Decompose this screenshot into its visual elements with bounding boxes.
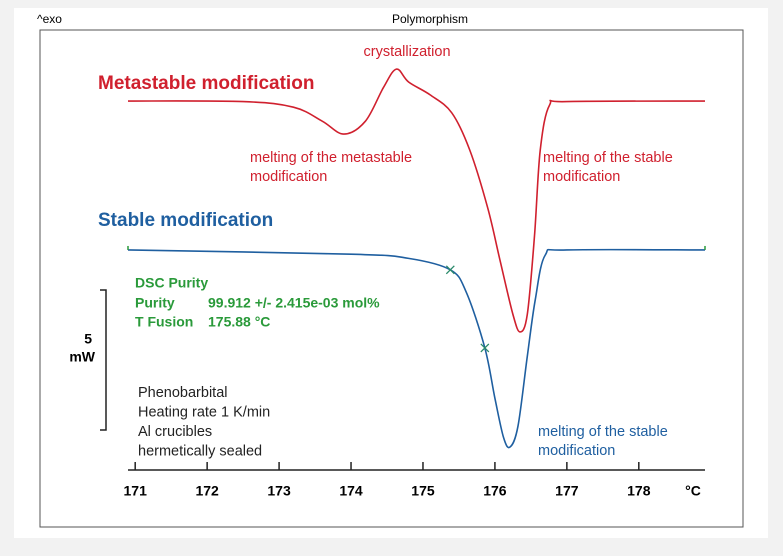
x-tick-label: 174 xyxy=(339,483,363,499)
note: Al crucibles xyxy=(138,424,212,440)
note: hermetically sealed xyxy=(138,443,262,459)
scale-bar xyxy=(100,289,107,431)
purity-text: Purity xyxy=(135,295,175,311)
x-tick-label: 175 xyxy=(411,483,435,499)
x-tick-label: 178 xyxy=(627,483,651,499)
limit-marker xyxy=(445,265,455,275)
note: Heating rate 1 K/min xyxy=(138,404,270,420)
scale-value: 5 xyxy=(84,331,92,347)
annotation: modification xyxy=(543,169,620,185)
annotation: crystallization xyxy=(363,44,450,60)
annotation: melting of the stable xyxy=(538,424,668,440)
series-label: Stable modification xyxy=(98,210,273,231)
y-label: ^exo xyxy=(37,12,62,26)
annotation: modification xyxy=(538,443,615,459)
purity-title: DSC Purity xyxy=(135,275,208,291)
series-label: Metastable modification xyxy=(98,73,314,94)
purity-text: T Fusion xyxy=(135,314,193,330)
x-tick-label: 172 xyxy=(195,483,219,499)
x-unit: °C xyxy=(685,483,701,499)
annotation: melting of the metastable xyxy=(250,150,412,166)
frame xyxy=(39,29,744,528)
panel xyxy=(14,8,768,538)
purity-text: 175.88 °C xyxy=(208,314,270,330)
x-tick-label: 177 xyxy=(555,483,579,499)
purity-text: 99.912 +/- 2.415e-03 mol% xyxy=(208,295,380,311)
chart-title: Polymorphism xyxy=(392,12,468,26)
curve xyxy=(127,248,706,449)
x-tick-label: 173 xyxy=(267,483,291,499)
limit-marker xyxy=(480,343,490,353)
x-tick-label: 171 xyxy=(124,483,148,499)
annotation: melting of the stable xyxy=(543,150,673,166)
annotation: modification xyxy=(250,169,327,185)
x-tick-label: 176 xyxy=(483,483,507,499)
curve xyxy=(127,68,706,333)
scale-unit: mW xyxy=(69,349,95,365)
note: Phenobarbital xyxy=(138,385,228,401)
